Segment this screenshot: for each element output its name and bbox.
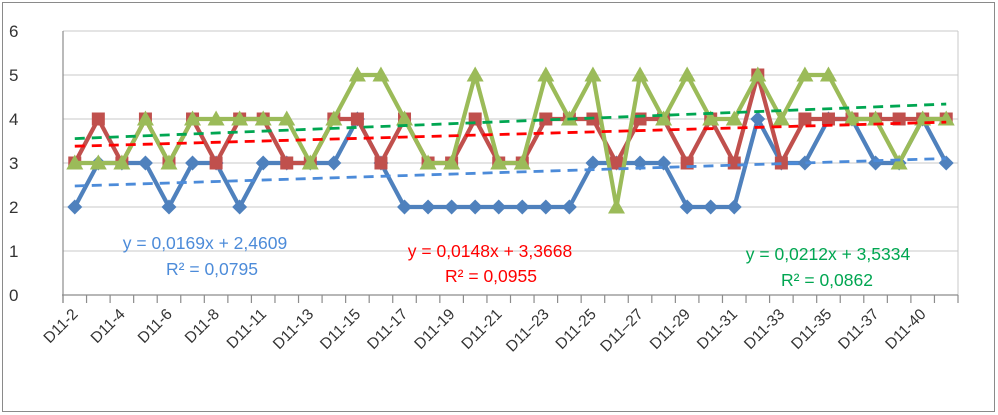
square-marker bbox=[609, 156, 623, 170]
triangle-marker bbox=[113, 154, 131, 170]
diamond-marker bbox=[444, 199, 460, 215]
triangle-marker bbox=[655, 110, 673, 126]
square-marker bbox=[374, 156, 388, 170]
trendline-r2-green: R² = 0,0862 bbox=[781, 270, 873, 290]
diamond-marker bbox=[137, 155, 153, 171]
trendline-red bbox=[74, 120, 947, 148]
triangle-marker bbox=[537, 66, 555, 82]
square-marker bbox=[91, 112, 105, 126]
diamond-marker bbox=[679, 199, 695, 215]
diamond-marker bbox=[255, 155, 271, 171]
triangle-marker bbox=[772, 110, 790, 126]
triangle-marker bbox=[207, 110, 225, 126]
triangle-marker bbox=[443, 154, 461, 170]
triangle-marker bbox=[160, 154, 178, 170]
triangle-marker bbox=[749, 66, 767, 82]
triangle-marker bbox=[89, 154, 107, 170]
triangle-marker bbox=[631, 66, 649, 82]
triangle-marker bbox=[278, 110, 296, 126]
triangle-marker bbox=[466, 66, 484, 82]
square-marker bbox=[821, 112, 835, 126]
triangle-marker bbox=[796, 66, 814, 82]
diamond-marker bbox=[397, 199, 413, 215]
diamond-marker bbox=[491, 199, 507, 215]
trendline-r2-blue: R² = 0,0795 bbox=[166, 259, 258, 279]
diamond-marker bbox=[797, 155, 813, 171]
y-axis-tick-label: 6 bbox=[9, 22, 18, 41]
y-axis-tick-label: 5 bbox=[9, 66, 18, 85]
triangle-marker bbox=[490, 154, 508, 170]
diamond-marker bbox=[514, 199, 530, 215]
triangle-marker bbox=[348, 66, 366, 82]
diamond-marker bbox=[750, 111, 766, 127]
diamond-marker bbox=[185, 155, 201, 171]
y-axis-tick-label: 1 bbox=[9, 242, 18, 261]
square-marker bbox=[727, 156, 741, 170]
triangle-marker bbox=[231, 110, 249, 126]
trendline-blue bbox=[74, 157, 947, 188]
y-axis-tick-label: 2 bbox=[9, 198, 18, 217]
triangle-marker bbox=[136, 110, 154, 126]
triangle-marker bbox=[419, 154, 437, 170]
triangle-marker bbox=[867, 110, 885, 126]
triangle-marker bbox=[254, 110, 272, 126]
square-marker bbox=[209, 156, 223, 170]
diamond-marker bbox=[232, 199, 248, 215]
diamond-marker bbox=[703, 199, 719, 215]
trendline-r2-red: R² = 0,0955 bbox=[445, 266, 537, 286]
triangle-marker bbox=[372, 66, 390, 82]
square-marker bbox=[539, 112, 553, 126]
triangle-marker bbox=[607, 198, 625, 214]
triangle-marker bbox=[890, 154, 908, 170]
trendline-equation-blue: y = 0,0169x + 2,4609 bbox=[123, 233, 287, 253]
diamond-marker bbox=[726, 199, 742, 215]
triangle-marker bbox=[678, 66, 696, 82]
triangle-marker bbox=[301, 154, 319, 170]
diamond-marker bbox=[467, 199, 483, 215]
square-marker bbox=[280, 156, 294, 170]
trendline-equation-green: y = 0,0212x + 3,5334 bbox=[746, 244, 911, 264]
triangle-marker bbox=[325, 110, 343, 126]
trendline-green bbox=[74, 102, 947, 140]
diamond-marker bbox=[538, 199, 554, 215]
triangle-marker bbox=[702, 110, 720, 126]
square-marker bbox=[798, 112, 812, 126]
diamond-marker bbox=[585, 155, 601, 171]
triangle-marker bbox=[66, 154, 84, 170]
triangle-marker bbox=[725, 110, 743, 126]
diamond-marker bbox=[161, 199, 177, 215]
series-green bbox=[66, 66, 955, 214]
square-marker bbox=[633, 112, 647, 126]
diamond-marker bbox=[420, 199, 436, 215]
y-axis-tick-label: 4 bbox=[9, 110, 18, 129]
triangle-marker bbox=[584, 66, 602, 82]
triangle-marker bbox=[513, 154, 531, 170]
y-axis-tick-label: 3 bbox=[9, 154, 18, 173]
square-marker bbox=[350, 112, 364, 126]
triangle-marker bbox=[843, 110, 861, 126]
y-axis-tick-label: 0 bbox=[9, 286, 18, 305]
diamond-marker bbox=[326, 155, 342, 171]
triangle-marker bbox=[819, 66, 837, 82]
diamond-marker bbox=[561, 199, 577, 215]
trendline-equation-red: y = 0,0148x + 3,3668 bbox=[408, 241, 572, 261]
diamond-marker bbox=[67, 199, 83, 215]
triangle-marker bbox=[396, 110, 414, 126]
triangle-marker bbox=[184, 110, 202, 126]
